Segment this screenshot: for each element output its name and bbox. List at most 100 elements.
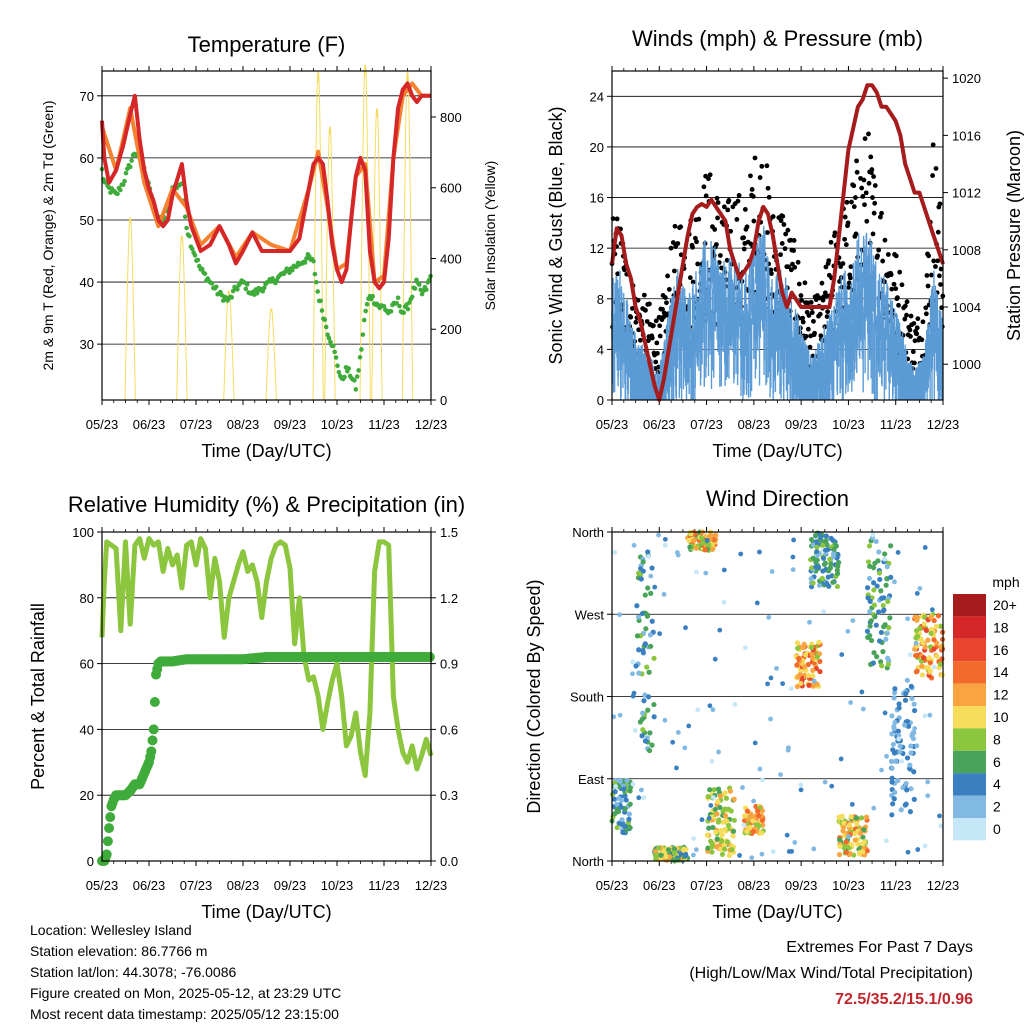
- gust-point: [809, 310, 815, 315]
- direction-point: [879, 767, 884, 773]
- td2m-point: [405, 306, 411, 312]
- direction-point: [891, 690, 898, 696]
- direction-point: [794, 683, 801, 690]
- direction-point: [830, 579, 836, 585]
- td2m-point: [120, 182, 126, 188]
- direction-point: [801, 641, 807, 647]
- td2m-point: [330, 343, 336, 349]
- direction-point: [914, 668, 920, 674]
- x-tick-label: 07/23: [690, 878, 723, 893]
- gust-point: [846, 285, 852, 290]
- direction-point: [914, 590, 920, 596]
- direction-point: [671, 850, 678, 856]
- direction-point: [638, 566, 643, 572]
- direction-point: [820, 555, 827, 561]
- gust-point: [769, 271, 774, 276]
- direction-point: [717, 804, 723, 811]
- direction-point: [853, 815, 860, 821]
- direction-point: [713, 829, 719, 835]
- gust-point: [862, 136, 868, 142]
- colorbar-label: 16: [993, 642, 1009, 658]
- gust-point: [660, 306, 665, 312]
- direction-point: [798, 680, 804, 687]
- gust-point: [893, 286, 899, 292]
- direction-point: [814, 557, 820, 563]
- gust-point: [935, 229, 941, 235]
- y2-tick-label: 600: [440, 181, 462, 196]
- td2m-point: [115, 191, 120, 197]
- direction-point: [814, 654, 820, 660]
- x-tick-label: 05/23: [86, 878, 119, 893]
- x-tick-label: 07/23: [180, 878, 213, 893]
- direction-point: [744, 828, 750, 835]
- direction-point: [915, 847, 921, 852]
- gust-point: [778, 218, 784, 224]
- y-tick-label: 100: [72, 525, 94, 540]
- direction-point: [908, 786, 914, 792]
- gust-point: [653, 359, 659, 365]
- direction-point: [896, 701, 902, 707]
- direction-point: [859, 841, 865, 847]
- direction-point: [880, 649, 886, 655]
- plot-frame: [611, 70, 944, 401]
- direction-point: [723, 795, 730, 801]
- plot-area: [609, 83, 946, 402]
- direction-point: [657, 631, 663, 637]
- direction-point: [883, 582, 889, 588]
- direction-point: [632, 728, 638, 733]
- direction-point: [884, 630, 890, 636]
- y2-tick-label: 1020: [952, 71, 981, 86]
- direction-point: [722, 790, 728, 796]
- gust-point: [919, 337, 925, 343]
- td2m-point: [333, 355, 339, 360]
- gust-point: [840, 261, 846, 266]
- direction-point: [645, 585, 651, 591]
- location-text: Location: Wellesley Island: [30, 922, 192, 938]
- gust-point: [668, 245, 674, 251]
- direction-point: [897, 743, 903, 749]
- direction-point: [838, 756, 844, 762]
- direction-point: [927, 712, 933, 718]
- direction-point: [792, 840, 798, 845]
- gust-point: [690, 244, 695, 250]
- gust-point: [786, 264, 791, 270]
- direction-point: [888, 543, 894, 549]
- direction-point: [710, 824, 716, 831]
- direction-point: [721, 842, 728, 849]
- direction-point: [934, 653, 940, 659]
- direction-point: [675, 857, 681, 863]
- direction-point: [839, 652, 845, 657]
- td2m-point: [381, 304, 387, 309]
- direction-point: [743, 645, 748, 651]
- x-tick-label: 09/23: [785, 878, 818, 893]
- gust-point: [805, 326, 811, 332]
- gust-point: [721, 204, 727, 210]
- gust-point: [714, 242, 719, 247]
- gust-point: [820, 297, 826, 303]
- direction-point: [655, 845, 662, 851]
- direction-point: [630, 659, 636, 665]
- direction-point: [925, 779, 931, 785]
- gust-point: [832, 230, 838, 236]
- direction-point: [644, 664, 650, 670]
- gust-point: [641, 292, 647, 298]
- direction-point: [656, 532, 661, 538]
- gust-point: [725, 207, 731, 213]
- direction-point: [712, 656, 718, 662]
- x-tick-label: 10/23: [832, 417, 865, 432]
- colorbar-label: 20+: [993, 597, 1017, 613]
- direction-point: [693, 847, 699, 853]
- direction-point: [756, 813, 762, 819]
- direction-point: [848, 700, 853, 705]
- gust-point: [880, 258, 886, 264]
- direction-point: [809, 655, 816, 661]
- direction-point: [612, 788, 618, 795]
- gust-point: [741, 246, 747, 252]
- colorbar-label: 10: [993, 709, 1009, 725]
- direction-point: [671, 846, 677, 852]
- direction-point: [922, 644, 928, 650]
- direction-point: [865, 595, 871, 601]
- direction-point: [641, 795, 647, 801]
- direction-point: [709, 844, 715, 850]
- direction-point: [911, 796, 917, 802]
